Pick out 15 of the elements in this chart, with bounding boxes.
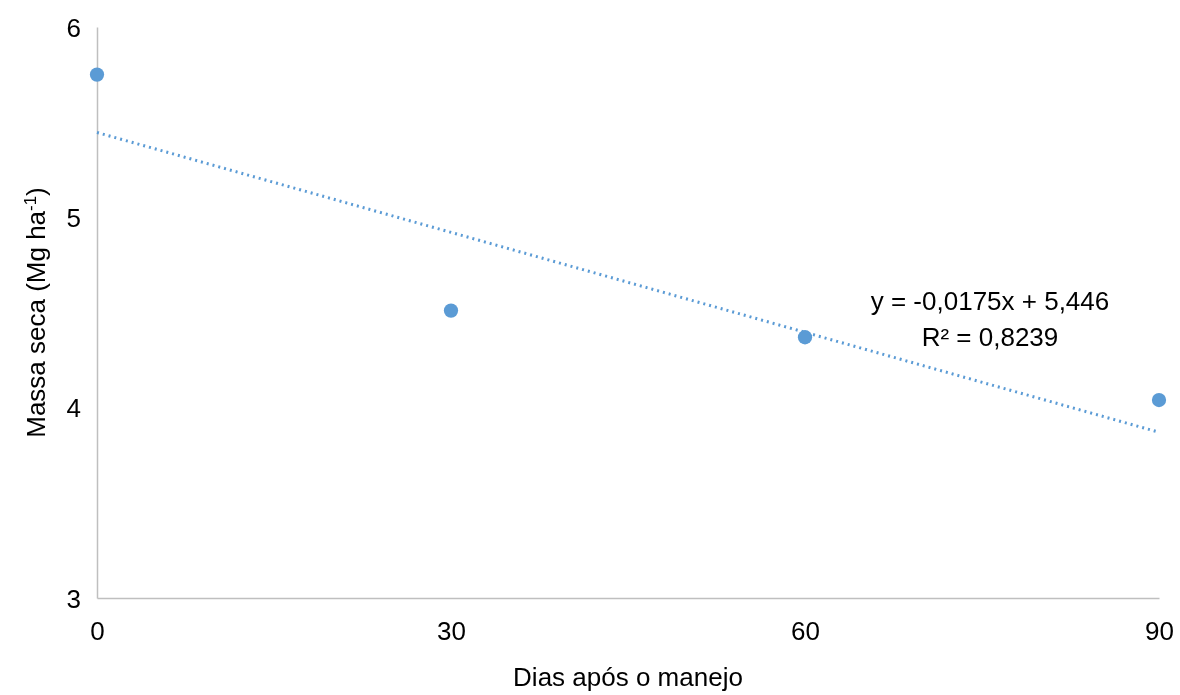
y-tick-label: 5 xyxy=(66,202,81,233)
x-axis-title: Dias após o manejo xyxy=(513,662,743,692)
point xyxy=(797,330,813,345)
annotation: R² = 0,8239 xyxy=(921,322,1059,352)
y-tick-label: 6 xyxy=(66,12,81,43)
x-tick-label: 90 xyxy=(1145,616,1174,647)
x-tick-label: 60 xyxy=(791,616,820,647)
x-tick-label: 0 xyxy=(90,616,105,647)
x-tick-label: 30 xyxy=(437,616,466,647)
y-tick-label: 3 xyxy=(66,583,81,614)
point xyxy=(1151,392,1167,408)
y-tick-label: 4 xyxy=(66,393,81,424)
point xyxy=(443,303,459,318)
annotation: y = -0,0175x + 5,446 xyxy=(870,286,1110,316)
point xyxy=(89,67,105,82)
